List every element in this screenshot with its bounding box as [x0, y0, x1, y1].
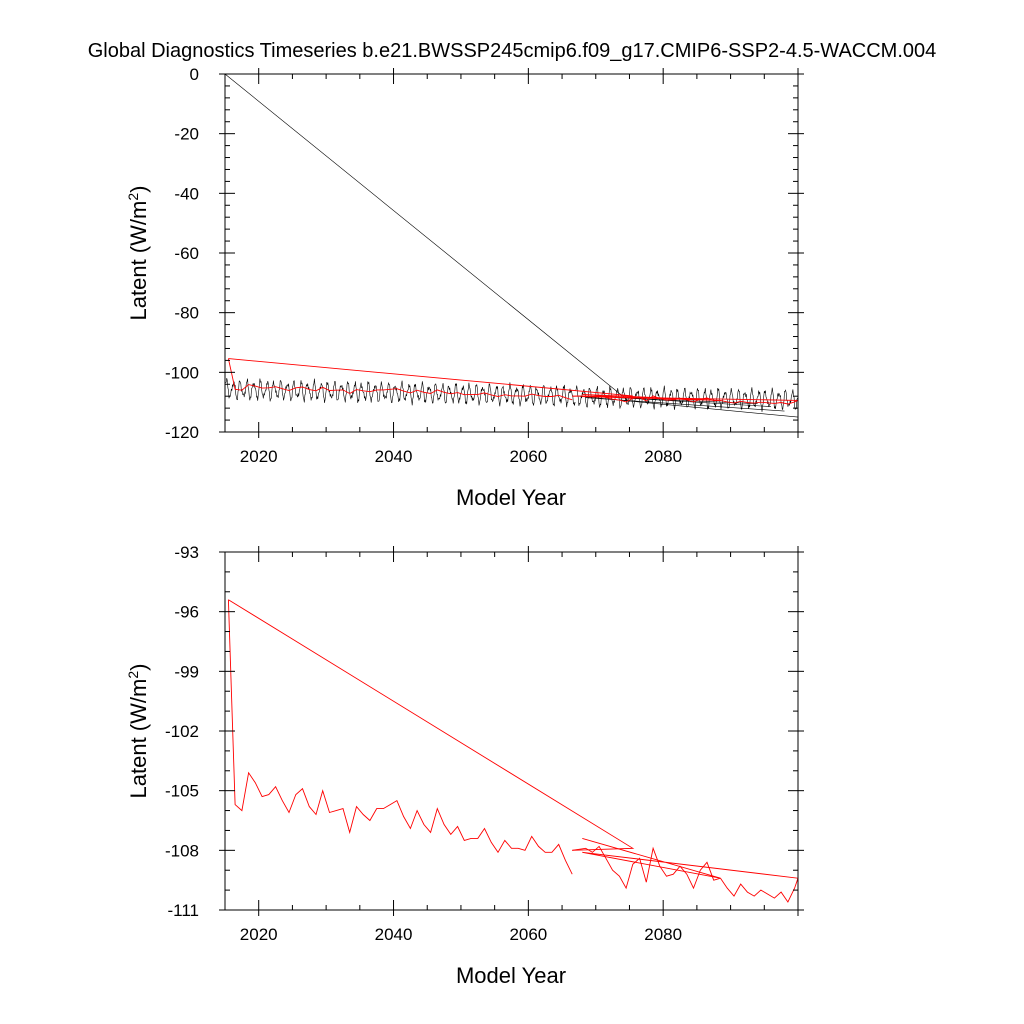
y-tick-label: -80	[174, 304, 199, 323]
annual-mean-line-1	[227, 599, 573, 875]
y-tick-label: -105	[165, 782, 199, 801]
top-axes-ticks	[219, 68, 804, 438]
y-tick-label: -102	[165, 722, 199, 741]
top-x-axis-label: Model Year	[456, 485, 566, 510]
x-tick-label: 2020	[240, 447, 278, 466]
y-tick-label: -40	[174, 184, 199, 203]
annual-mean-line-4	[582, 837, 799, 903]
annual-mean-line-6	[582, 393, 799, 405]
y-tick-label: -93	[174, 543, 199, 562]
figure-title: Global Diagnostics Timeseries b.e21.BWSS…	[88, 40, 937, 62]
x-tick-label: 2080	[644, 925, 682, 944]
y-tick-label: 0	[190, 65, 199, 84]
top-plot-frame	[224, 73, 799, 433]
y-tick-label: -120	[165, 423, 199, 442]
y-tick-label: -20	[174, 125, 199, 144]
y-tick-label: -99	[174, 662, 199, 681]
bottom-x-axis-label: Model Year	[456, 963, 566, 988]
bottom-plot-marks	[227, 599, 799, 903]
top-panel: 2020 2040 2060 2080 0 -20 -40 -60 -80 -100 -120 Mo…	[125, 65, 804, 510]
bottom-y-axis-label: Latent (W/m2)	[125, 664, 151, 799]
x-tick-label: 2060	[509, 447, 547, 466]
bottom-panel: 2020 2040 2060 2080 -93 -96 -99 -102 -105 -108 -11…	[125, 543, 804, 988]
x-tick-label: 2040	[375, 925, 413, 944]
y-tick-label: -111	[167, 901, 199, 920]
top-plot-marks	[224, 73, 799, 418]
x-tick-label: 2080	[644, 447, 682, 466]
top-y-axis-label: Latent (W/m2)	[125, 186, 151, 321]
bottom-axes-ticks	[219, 546, 804, 916]
top-tick-labels: 2020 2040 2060 2080 0 -20 -40 -60 -80 -100 -120	[165, 65, 682, 466]
y-tick-label: -96	[174, 603, 199, 622]
bottom-tick-labels: 2020 2040 2060 2080 -93 -96 -99 -102 -105 -108 -11…	[165, 543, 682, 944]
bottom-plot-frame	[224, 551, 799, 911]
monthly-trace-1	[225, 377, 576, 408]
annual-mean-line-3	[572, 845, 721, 890]
y-tick-label: -100	[165, 363, 199, 382]
y-tick-label: -108	[165, 841, 199, 860]
x-tick-label: 2040	[375, 447, 413, 466]
x-tick-label: 2060	[509, 925, 547, 944]
annual-mean-line-3	[227, 358, 573, 401]
y-tick-label: -60	[174, 244, 199, 263]
x-tick-label: 2020	[240, 925, 278, 944]
annual-mean-line-2	[228, 599, 635, 851]
monthly-trace-2	[575, 385, 798, 412]
monthly-wrap-line	[224, 73, 630, 402]
